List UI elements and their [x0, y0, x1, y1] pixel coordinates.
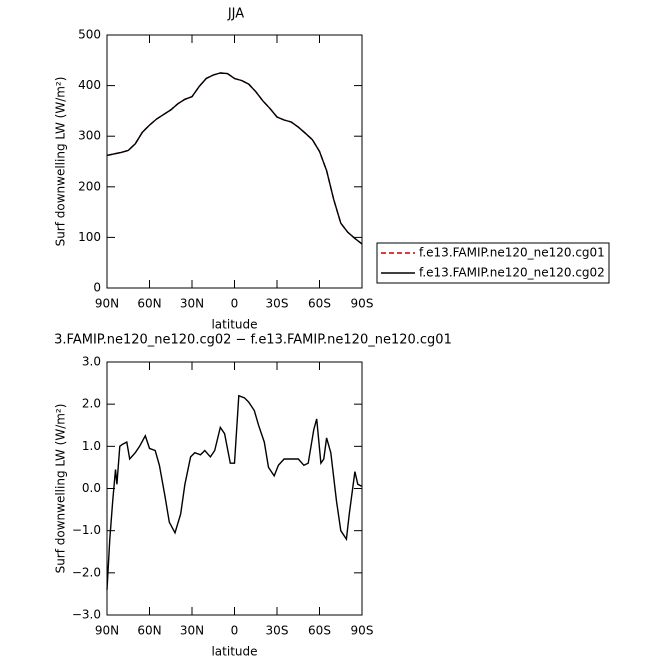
data-line [106, 72, 363, 245]
y-tick-label: 500 [78, 28, 101, 42]
x-tick-label: 0 [231, 624, 239, 638]
x-tick-label: 60S [308, 297, 331, 311]
x-tick-label: 60S [308, 624, 331, 638]
legend-box [376, 242, 610, 284]
legend-label: f.e13.FAMIP.ne120_ne120.cg01 [419, 246, 605, 260]
plot-frame [106, 34, 363, 289]
y-tick-label: −3.0 [72, 608, 101, 622]
x-tick-label: 90S [351, 624, 374, 638]
legend-label: f.e13.FAMIP.ne120_ne120.cg02 [419, 266, 605, 280]
y-tick-label: 200 [78, 179, 101, 193]
y-axis-label: Surf downwelling LW (W/m²) [54, 404, 68, 574]
chart-title: 3.FAMIP.ne120_ne120.cg02 − f.e13.FAMIP.n… [54, 333, 452, 348]
y-tick-label: 0 [93, 281, 101, 295]
x-tick-label: 60N [137, 624, 161, 638]
y-tick-label: 300 [78, 129, 101, 143]
data-line [106, 72, 363, 245]
x-tick-label: 30S [266, 297, 289, 311]
x-tick-label: 90N [95, 297, 119, 311]
y-tick-label: 100 [78, 230, 101, 244]
x-tick-label: 90S [351, 297, 374, 311]
x-axis-label: latitude [211, 318, 257, 332]
x-axis-label: latitude [211, 645, 257, 659]
x-tick-label: 60N [137, 297, 161, 311]
y-tick-label: 0.0 [82, 481, 101, 495]
chart-title: JJA [227, 7, 244, 22]
y-tick-label: −2.0 [72, 565, 101, 579]
y-tick-label: 2.0 [82, 397, 101, 411]
x-tick-label: 30N [180, 624, 204, 638]
x-tick-label: 30N [180, 297, 204, 311]
y-tick-label: 1.0 [82, 439, 101, 453]
plot-frame [106, 361, 363, 616]
y-tick-label: 3.0 [82, 355, 101, 369]
y-tick-label: −1.0 [72, 523, 101, 537]
x-tick-label: 30S [266, 624, 289, 638]
y-tick-label: 400 [78, 78, 101, 92]
x-tick-label: 0 [231, 297, 239, 311]
y-axis-label: Surf downwelling LW (W/m²) [54, 77, 68, 247]
data-line [106, 394, 363, 590]
x-tick-label: 90N [95, 624, 119, 638]
